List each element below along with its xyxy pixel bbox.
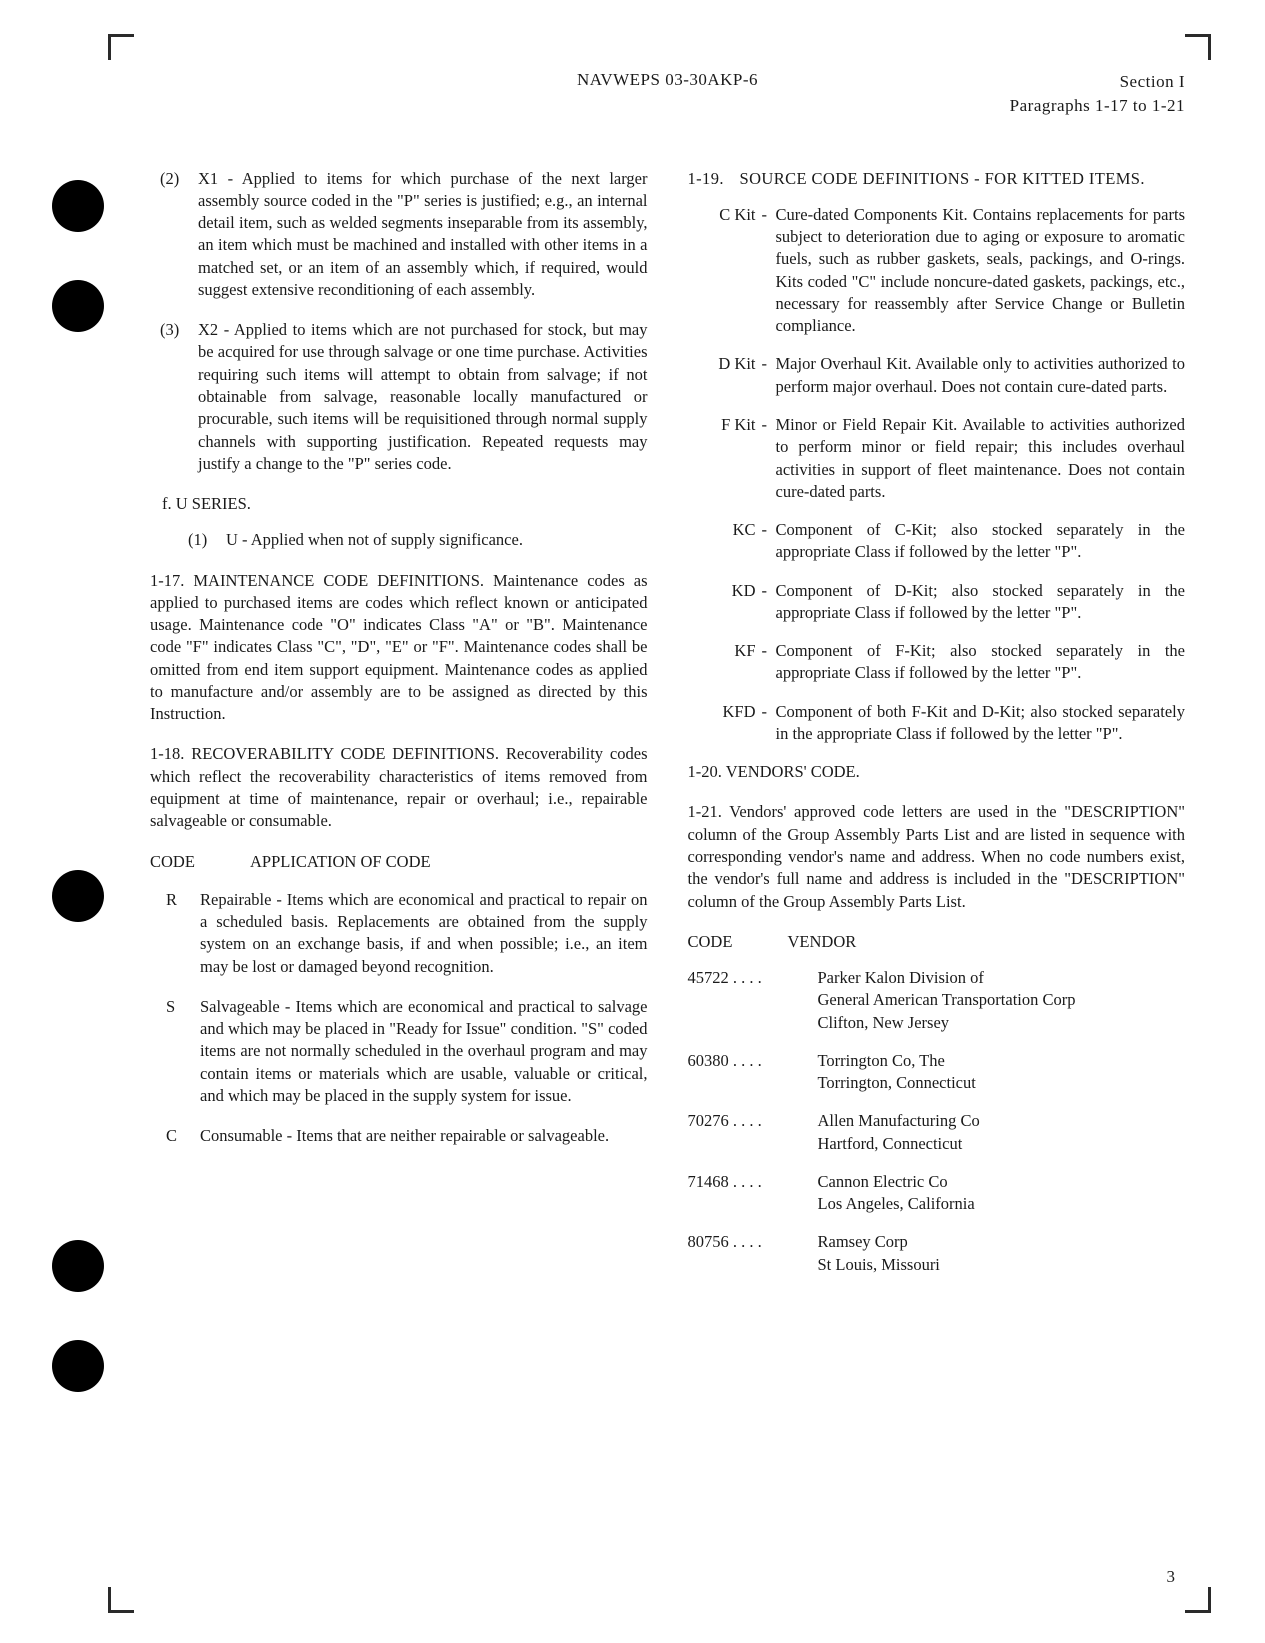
vendor-row: 45722 . . . .Parker Kalon Division ofGen…: [688, 967, 1186, 1034]
para-title: SOURCE CODE DEFINITIONS - FOR KITTED ITE…: [740, 168, 1145, 190]
kit-row: KD-Component of D-Kit; also stocked sepa…: [688, 580, 1186, 625]
vendor-code: 45722 . . . .: [688, 967, 818, 1034]
crop-mark: [1185, 34, 1211, 60]
para-1-19-title: 1-19. SOURCE CODE DEFINITIONS - FOR KITT…: [688, 168, 1186, 190]
vendor-code: 80756 . . . .: [688, 1231, 818, 1276]
kit-desc: Component of both F-Kit and D-Kit; also …: [776, 701, 1186, 746]
code-desc: Repairable - Items which are economical …: [200, 889, 648, 978]
paragraph-range: Paragraphs 1-17 to 1-21: [1010, 94, 1185, 118]
item-text: X1 - Applied to items for which purchase…: [198, 168, 648, 302]
kit-dash: -: [762, 519, 776, 564]
kit-desc: Cure-dated Components Kit. Contains repl…: [776, 204, 1186, 338]
para-1-21: 1-21. Vendors' approved code letters are…: [688, 801, 1186, 912]
kit-row: KFD-Component of both F-Kit and D-Kit; a…: [688, 701, 1186, 746]
application-header: APPLICATION OF CODE: [250, 851, 431, 873]
code-letter: S: [150, 996, 200, 1107]
item-number: (3): [150, 319, 198, 475]
doc-id: NAVWEPS 03-30AKP-6: [150, 70, 1185, 90]
kit-dash: -: [762, 640, 776, 685]
kit-desc: Minor or Field Repair Kit. Available to …: [776, 414, 1186, 503]
u-series-heading: f. U SERIES.: [162, 493, 648, 515]
vendor-row: 70276 . . . .Allen Manufacturing CoHartf…: [688, 1110, 1186, 1155]
kit-dash: -: [762, 701, 776, 746]
kit-list: C Kit-Cure-dated Components Kit. Contain…: [688, 204, 1186, 745]
vendor-name: Ramsey CorpSt Louis, Missouri: [818, 1231, 1186, 1276]
vendor-code: 71468 . . . .: [688, 1171, 818, 1216]
crop-mark: [1185, 1587, 1211, 1613]
vendor-code: 60380 . . . .: [688, 1050, 818, 1095]
item-u: (1) U - Applied when not of supply signi…: [178, 529, 648, 551]
kit-code: KFD: [688, 701, 762, 746]
kit-desc: Component of D-Kit; also stocked separat…: [776, 580, 1186, 625]
kit-row: C Kit-Cure-dated Components Kit. Contain…: [688, 204, 1186, 338]
vendor-code-header: CODE: [688, 931, 788, 953]
code-desc: Consumable - Items that are neither repa…: [200, 1125, 648, 1147]
kit-dash: -: [762, 204, 776, 338]
item-text: X2 - Applied to items which are not purc…: [198, 319, 648, 475]
body-columns: (2) X1 - Applied to items for which purc…: [150, 168, 1185, 1292]
kit-dash: -: [762, 580, 776, 625]
kit-desc: Component of F-Kit; also stocked separat…: [776, 640, 1186, 685]
kit-row: KC-Component of C-Kit; also stocked sepa…: [688, 519, 1186, 564]
para-num: 1-19.: [688, 168, 740, 190]
vendor-name: Parker Kalon Division ofGeneral American…: [818, 967, 1186, 1034]
vendor-row: 80756 . . . .Ramsey CorpSt Louis, Missou…: [688, 1231, 1186, 1276]
crop-mark: [108, 34, 134, 60]
kit-dash: -: [762, 353, 776, 398]
vendor-name: Allen Manufacturing CoHartford, Connecti…: [818, 1110, 1186, 1155]
punch-hole: [52, 180, 104, 232]
punch-hole: [52, 280, 104, 332]
kit-code: C Kit: [688, 204, 762, 338]
kit-code: KC: [688, 519, 762, 564]
kit-row: D Kit-Major Overhaul Kit. Available only…: [688, 353, 1186, 398]
page: NAVWEPS 03-30AKP-6 Section I Paragraphs …: [150, 70, 1185, 1583]
item-number: (1): [178, 529, 226, 551]
kit-dash: -: [762, 414, 776, 503]
para-1-17: 1-17. MAINTENANCE CODE DEFINITIONS. Main…: [150, 570, 648, 726]
kit-code: D Kit: [688, 353, 762, 398]
code-letter: C: [150, 1125, 200, 1147]
kit-row: KF-Component of F-Kit; also stocked sepa…: [688, 640, 1186, 685]
punch-hole: [52, 1240, 104, 1292]
left-column: (2) X1 - Applied to items for which purc…: [150, 168, 648, 1292]
item-number: (2): [150, 168, 198, 302]
vendor-list: 45722 . . . .Parker Kalon Division ofGen…: [688, 967, 1186, 1276]
item-x2: (3) X2 - Applied to items which are not …: [150, 319, 648, 475]
page-header: NAVWEPS 03-30AKP-6 Section I Paragraphs …: [150, 70, 1185, 118]
vendor-header: CODE VENDOR: [688, 931, 1186, 953]
code-s: S Salvageable - Items which are economic…: [150, 996, 648, 1107]
item-text: U - Applied when not of supply significa…: [226, 529, 648, 551]
item-x1: (2) X1 - Applied to items for which purc…: [150, 168, 648, 302]
punch-hole: [52, 1340, 104, 1392]
kit-code: KF: [688, 640, 762, 685]
vendor-name: Cannon Electric CoLos Angeles, Californi…: [818, 1171, 1186, 1216]
vendor-row: 71468 . . . .Cannon Electric CoLos Angel…: [688, 1171, 1186, 1216]
para-1-20: 1-20. VENDORS' CODE.: [688, 761, 1186, 783]
code-application-header: CODE APPLICATION OF CODE: [150, 851, 648, 873]
kit-desc: Component of C-Kit; also stocked separat…: [776, 519, 1186, 564]
punch-hole: [52, 870, 104, 922]
vendor-code: 70276 . . . .: [688, 1110, 818, 1155]
vendor-name: Torrington Co, TheTorrington, Connecticu…: [818, 1050, 1186, 1095]
code-c: C Consumable - Items that are neither re…: [150, 1125, 648, 1147]
code-header: CODE: [150, 851, 250, 873]
code-desc: Salvageable - Items which are economical…: [200, 996, 648, 1107]
code-letter: R: [150, 889, 200, 978]
vendor-row: 60380 . . . .Torrington Co, TheTorringto…: [688, 1050, 1186, 1095]
kit-code: KD: [688, 580, 762, 625]
kit-desc: Major Overhaul Kit. Available only to ac…: [776, 353, 1186, 398]
kit-code: F Kit: [688, 414, 762, 503]
right-column: 1-19. SOURCE CODE DEFINITIONS - FOR KITT…: [688, 168, 1186, 1292]
para-1-18: 1-18. RECOVERABILITY CODE DEFINITIONS. R…: [150, 743, 648, 832]
code-r: R Repairable - Items which are economica…: [150, 889, 648, 978]
kit-row: F Kit-Minor or Field Repair Kit. Availab…: [688, 414, 1186, 503]
page-number: 3: [1167, 1567, 1176, 1587]
vendor-name-header: VENDOR: [788, 931, 857, 953]
crop-mark: [108, 1587, 134, 1613]
